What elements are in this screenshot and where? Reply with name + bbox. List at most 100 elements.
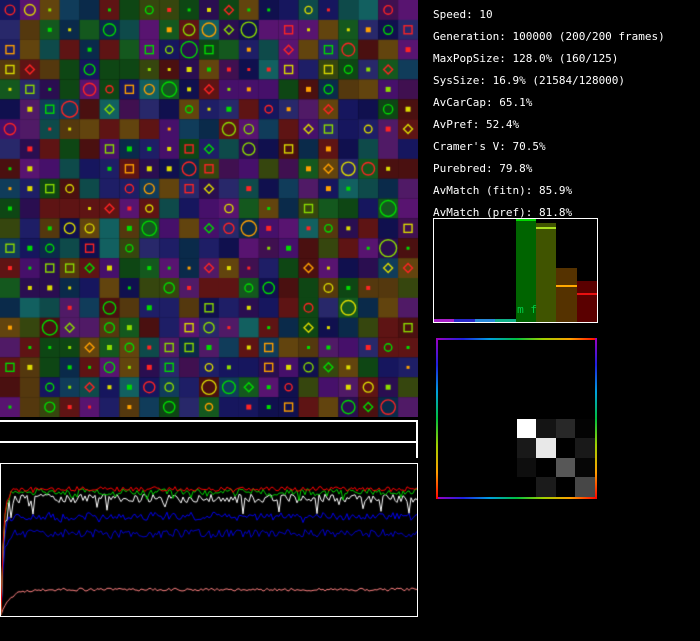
histogram-cap-line	[536, 227, 556, 229]
heatmap-cell	[458, 399, 478, 419]
histogram-bin	[475, 219, 495, 322]
heatmap-cell	[536, 458, 556, 478]
histogram-cap-line	[556, 285, 576, 287]
histogram-cap-line	[577, 293, 597, 295]
heatmap-cell	[438, 399, 458, 419]
heatmap-cell	[497, 419, 517, 439]
mating-matrix-heatmap	[436, 338, 597, 499]
heatmap-cell	[477, 360, 497, 380]
world-grid[interactable]	[0, 0, 418, 417]
heatmap-cell	[438, 379, 458, 399]
heatmap-cell	[575, 477, 595, 497]
heatmap-cell	[438, 340, 458, 360]
heatmap-cell	[536, 360, 556, 380]
progress-end-marker	[416, 420, 418, 458]
heatmap-cell	[556, 340, 576, 360]
heatmap-cell	[517, 477, 537, 497]
histogram-bin	[536, 219, 556, 322]
heatmap-cell	[458, 458, 478, 478]
stat-generation: Generation: 100000 (200/200 frames)	[433, 26, 665, 48]
heatmap-cell	[517, 419, 537, 439]
heatmap-cell	[477, 438, 497, 458]
stat-maxpopsize: MaxPopSize: 128.0% (160/125)	[433, 48, 665, 70]
heatmap-cell	[575, 438, 595, 458]
heatmap-cell	[556, 477, 576, 497]
heatmap-cell	[517, 399, 537, 419]
history-chart	[0, 463, 418, 617]
heatmap-cell	[536, 477, 556, 497]
heatmap-cell	[477, 340, 497, 360]
stat-cramers-v: Cramer's V: 70.5%	[433, 136, 665, 158]
stat-purebred: Purebred: 79.8%	[433, 158, 665, 180]
heatmap-cell	[438, 458, 458, 478]
heatmap-border-top	[436, 338, 597, 340]
heatmap-border-left	[436, 338, 438, 499]
stat-syssize: SysSize: 16.9% (21584/128000)	[433, 70, 665, 92]
histogram-bin	[556, 219, 576, 322]
heatmap-cell	[536, 419, 556, 439]
stat-avcarcap: AvCarCap: 65.1%	[433, 92, 665, 114]
histogram-hue-strip	[434, 319, 454, 322]
histogram-bin	[454, 219, 474, 322]
heatmap-cell	[438, 477, 458, 497]
histogram-bar	[577, 281, 597, 322]
generation-progress-bar	[0, 441, 417, 443]
heatmap-cell	[477, 477, 497, 497]
histogram-sex-label: m f	[517, 303, 537, 316]
heatmap-cell	[497, 458, 517, 478]
heatmap-cell	[477, 458, 497, 478]
heatmap-cell	[477, 379, 497, 399]
histogram-bin	[434, 219, 454, 322]
heatmap-cell	[575, 360, 595, 380]
heatmap-cell	[477, 419, 497, 439]
heatmap-cell	[575, 419, 595, 439]
heatmap-cell	[575, 340, 595, 360]
histogram-bar	[536, 223, 556, 322]
heatmap-cell	[517, 458, 537, 478]
histogram-hue-strip	[454, 319, 474, 322]
heatmap-cell	[556, 419, 576, 439]
heatmap-cell	[458, 379, 478, 399]
frame-progress-bar	[0, 420, 417, 422]
heatmap-cell	[477, 399, 497, 419]
histogram-hue-strip	[495, 319, 515, 322]
heatmap-cell	[497, 360, 517, 380]
heatmap-cell	[556, 458, 576, 478]
heatmap-cell	[438, 419, 458, 439]
history-chart-canvas	[1, 464, 417, 616]
heatmap-cell	[497, 340, 517, 360]
heatmap-cell-grid	[438, 340, 595, 497]
heatmap-cell	[517, 379, 537, 399]
heatmap-cell	[497, 438, 517, 458]
heatmap-cell	[438, 360, 458, 380]
heatmap-border-bottom	[436, 497, 597, 499]
heatmap-border-right	[595, 338, 597, 499]
heatmap-cell	[517, 438, 537, 458]
histogram-hue-strip	[475, 319, 495, 322]
heatmap-cell	[556, 379, 576, 399]
simulation-window: Speed: 10 Generation: 100000 (200/200 fr…	[0, 0, 700, 641]
heatmap-cell	[497, 379, 517, 399]
heatmap-cell	[556, 438, 576, 458]
heatmap-cell	[517, 340, 537, 360]
stat-speed: Speed: 10	[433, 4, 665, 26]
heatmap-cell	[517, 360, 537, 380]
stats-panel: Speed: 10 Generation: 100000 (200/200 fr…	[433, 4, 665, 224]
stat-avpref: AvPref: 52.4%	[433, 114, 665, 136]
histogram-bin	[577, 219, 597, 322]
heatmap-cell	[575, 458, 595, 478]
hue-histogram: m f	[433, 218, 598, 323]
heatmap-cell	[497, 399, 517, 419]
stat-avmatch-fitn: AvMatch (fitn): 85.9%	[433, 180, 665, 202]
heatmap-cell	[458, 477, 478, 497]
heatmap-cell	[458, 340, 478, 360]
histogram-bin	[495, 219, 515, 322]
heatmap-cell	[575, 399, 595, 419]
heatmap-cell	[556, 360, 576, 380]
heatmap-cell	[536, 399, 556, 419]
heatmap-cell	[438, 438, 458, 458]
heatmap-cell	[458, 419, 478, 439]
heatmap-cell	[536, 340, 556, 360]
heatmap-cell	[536, 438, 556, 458]
heatmap-cell	[458, 438, 478, 458]
